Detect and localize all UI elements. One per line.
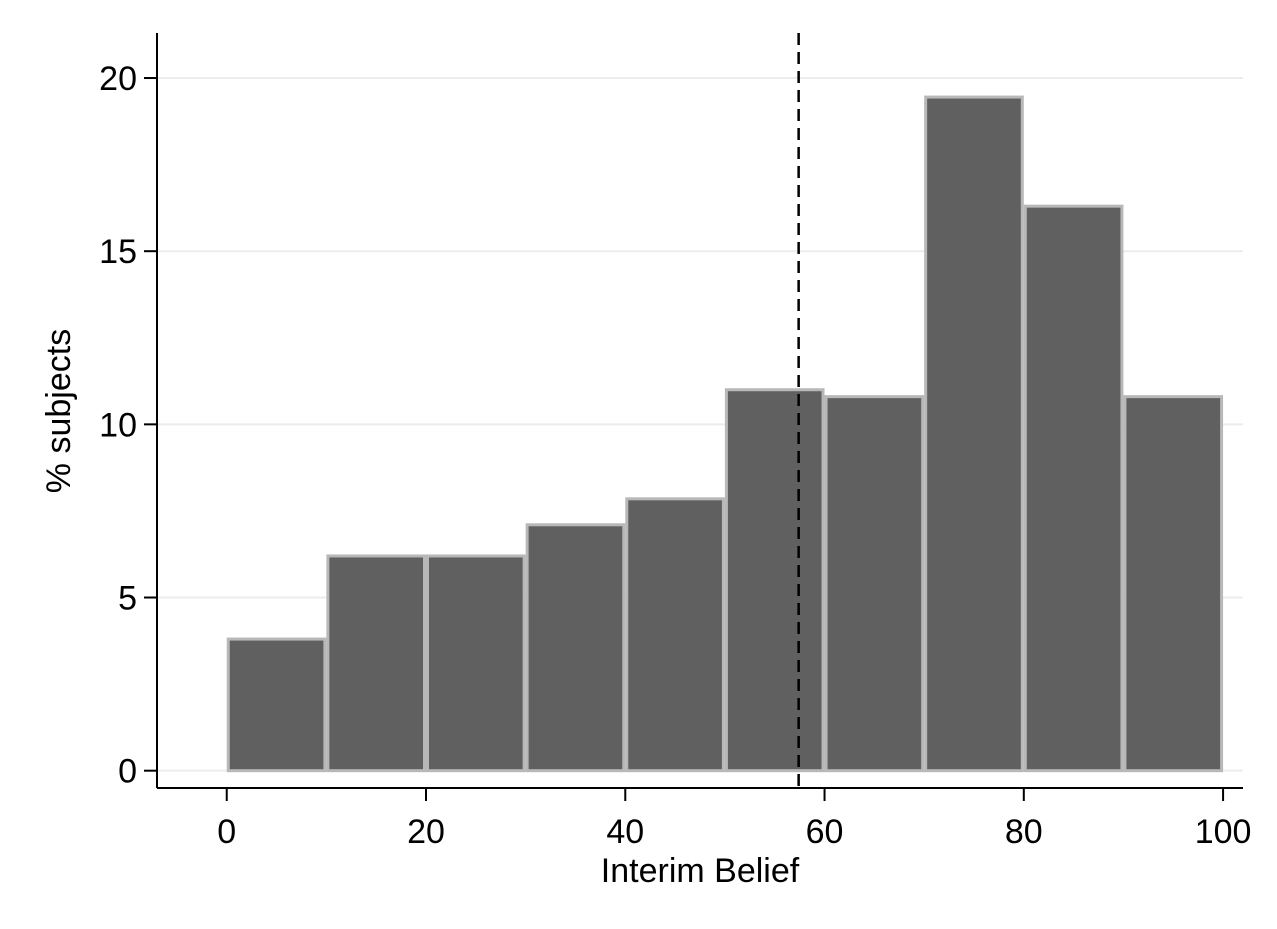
axes — [144, 33, 1243, 801]
y-tick-label: 20 — [99, 60, 137, 98]
histogram-bar — [226, 637, 327, 773]
x-tick-label: 20 — [407, 813, 445, 851]
histogram-bar — [1123, 395, 1224, 773]
histogram-bar — [326, 554, 427, 773]
y-axis-title: % subjects — [40, 329, 78, 493]
histogram-bar — [525, 523, 626, 773]
x-axis-title: Interim Belief — [601, 852, 800, 890]
histogram-bar — [625, 497, 725, 773]
bars — [226, 95, 1224, 773]
y-tick-label: 15 — [99, 233, 137, 271]
y-tick-label: 0 — [118, 753, 137, 791]
histogram-bar — [824, 395, 925, 773]
y-tick-label: 5 — [118, 580, 137, 618]
tick-labels: 0 5 10 15 20 0 20 40 60 80 100 — [99, 60, 1251, 851]
x-tick-label: 100 — [1195, 813, 1252, 851]
histogram-bar — [924, 95, 1024, 773]
y-tick-label: 10 — [99, 406, 137, 444]
histogram-bar — [1023, 204, 1124, 773]
x-tick-label: 40 — [606, 813, 644, 851]
histogram-bar — [724, 388, 825, 773]
x-tick-label: 80 — [1005, 813, 1043, 851]
histogram-bar — [426, 554, 526, 773]
x-tick-label: 0 — [217, 813, 236, 851]
x-tick-label: 60 — [806, 813, 844, 851]
